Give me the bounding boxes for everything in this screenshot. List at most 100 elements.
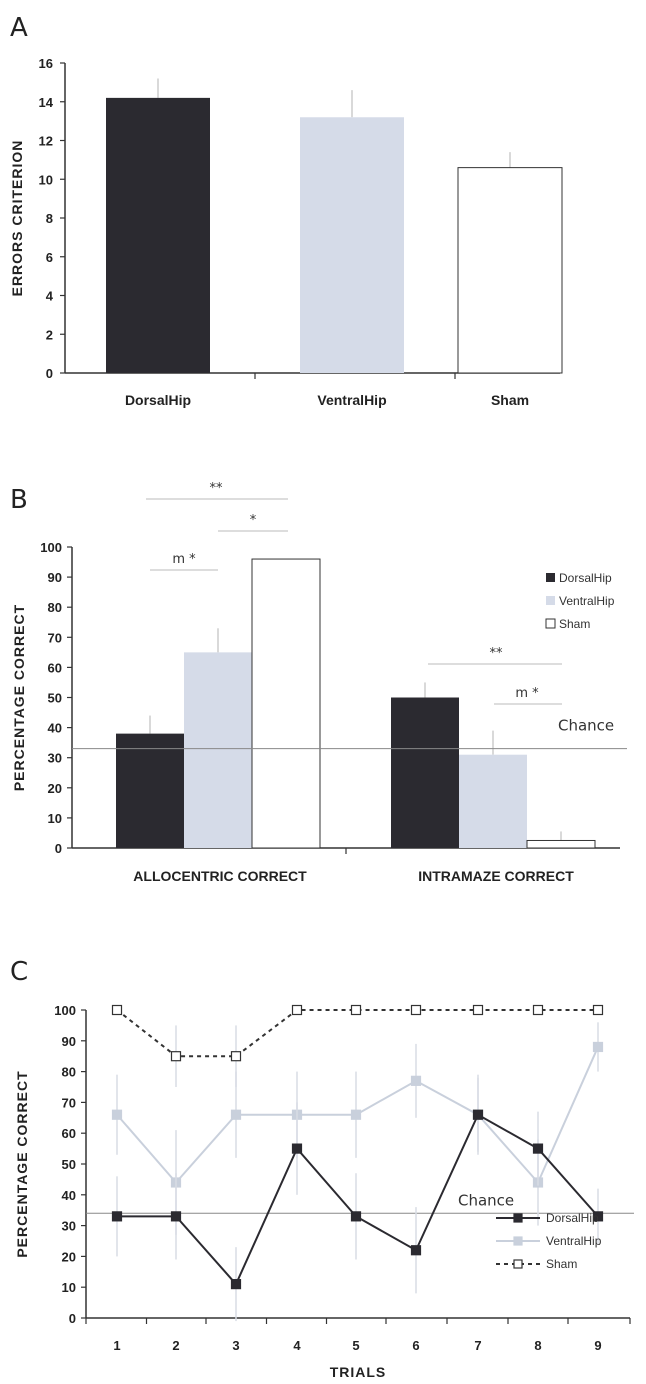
point-sham — [170, 1051, 182, 1062]
legend-marker-sham — [513, 1259, 523, 1269]
series-line-sham — [116, 1009, 598, 1058]
x-tick-label: DorsalHip — [125, 392, 191, 408]
y-tick-label: 30 — [62, 1219, 76, 1234]
chart-a: 0 2 4 6 8 10 12 14 16 DorsalHip VentralHip Sham ERRO… — [9, 56, 563, 408]
chance-label: Chance — [558, 717, 614, 735]
point-ventralhip — [592, 1041, 604, 1053]
y-tick-label: 60 — [62, 1126, 76, 1141]
point-sham — [111, 1004, 123, 1016]
point-sham — [410, 1004, 422, 1016]
x-tick-label: 8 — [534, 1338, 541, 1353]
point-ventralhip — [111, 1109, 123, 1120]
point-ventralhip — [350, 1109, 362, 1120]
x-tick-label: 2 — [172, 1338, 179, 1353]
legend-label: VentralHip — [559, 594, 615, 608]
legend-marker-ventralhip — [513, 1236, 523, 1246]
significance-label: ** — [210, 481, 224, 496]
x-tick-label: 9 — [594, 1338, 601, 1353]
bar-dorsalhip — [116, 733, 184, 848]
y-tick-label: 100 — [40, 540, 62, 555]
significance-label: * — [250, 513, 257, 528]
bar-sham — [251, 558, 321, 849]
point-dorsalhip — [410, 1245, 422, 1256]
y-tick-label: 14 — [39, 95, 54, 110]
chance-label: Chance — [458, 1191, 514, 1209]
point-dorsalhip — [472, 1109, 484, 1120]
legend-label: DorsalHip — [559, 571, 612, 585]
y-tick-label: 40 — [62, 1188, 76, 1203]
y-tick-label: 10 — [39, 172, 53, 187]
y-tick-label: 50 — [48, 691, 62, 706]
x-tick-label: 6 — [412, 1338, 419, 1353]
legend-marker-dorsalhip — [513, 1213, 523, 1223]
y-tick-label: 16 — [39, 56, 53, 71]
point-sham — [350, 1004, 362, 1016]
x-tick-label: 5 — [352, 1338, 359, 1353]
point-sham — [291, 1004, 303, 1016]
chart-c: 0 10 20 30 40 50 60 70 80 90 100 1 2 3 4 5 6 7 8 9 Chance Dor… — [14, 1003, 634, 1380]
bar-ventralhip — [300, 117, 404, 373]
y-tick-label: 100 — [54, 1003, 76, 1018]
y-tick-label: 4 — [46, 289, 54, 304]
point-sham — [532, 1004, 544, 1016]
point-dorsalhip — [532, 1143, 544, 1154]
y-tick-label: 10 — [62, 1280, 76, 1295]
bar-dorsalhip — [391, 697, 459, 848]
legend-swatch-dorsalhip — [546, 573, 555, 582]
y-axis-label: PERCENTAGE CORRECT — [11, 604, 27, 791]
y-tick-label: 20 — [48, 781, 62, 796]
legend-label: VentralHip — [546, 1234, 602, 1248]
series-line-dorsalhip — [117, 1113, 599, 1286]
y-axis-label: PERCENTAGE CORRECT — [14, 1070, 30, 1257]
point-dorsalhip — [230, 1279, 242, 1290]
y-tick-label: 0 — [69, 1311, 76, 1326]
point-dorsalhip — [111, 1211, 123, 1222]
y-tick-label: 6 — [46, 250, 53, 265]
bar-ventralhip — [184, 652, 252, 848]
x-tick-label: 7 — [474, 1338, 481, 1353]
y-tick-label: 0 — [55, 841, 62, 856]
significance-label: m * — [515, 686, 539, 701]
y-tick-label: 0 — [46, 366, 53, 381]
y-tick-label: 60 — [48, 660, 62, 675]
y-tick-label: 90 — [48, 570, 62, 585]
legend-label: DorsalHip — [546, 1211, 599, 1225]
y-tick-label: 80 — [48, 600, 62, 615]
x-axis-label: TRIALS — [330, 1364, 387, 1380]
point-ventralhip — [410, 1075, 422, 1086]
panel-letter-b: B — [10, 485, 28, 515]
y-tick-label: 70 — [48, 630, 62, 645]
bar-ventralhip — [459, 754, 527, 848]
x-tick-label: 4 — [293, 1338, 301, 1353]
point-sham — [230, 1051, 242, 1062]
y-tick-label: 80 — [62, 1065, 76, 1080]
x-tick-label: Sham — [491, 392, 529, 408]
point-dorsalhip — [170, 1211, 182, 1222]
significance-label: m * — [172, 552, 196, 567]
bar-sham — [457, 167, 563, 374]
chart-b: 0 10 20 30 40 50 60 70 80 90 100 ALLOCENTRIC CORREC… — [11, 481, 627, 884]
x-tick-label: 1 — [113, 1338, 120, 1353]
y-tick-label: 40 — [48, 721, 62, 736]
x-tick-label: ALLOCENTRIC CORRECT — [133, 868, 307, 884]
point-dorsalhip — [592, 1211, 604, 1222]
legend-swatch-ventralhip — [546, 596, 555, 605]
point-dorsalhip — [291, 1143, 303, 1154]
legend-swatch-sham — [545, 618, 556, 629]
legend-label: Sham — [546, 1257, 577, 1271]
point-ventralhip — [230, 1109, 242, 1120]
x-tick-label: VentralHip — [317, 392, 386, 408]
x-tick-label: 3 — [232, 1338, 239, 1353]
panel-letter-a: A — [10, 13, 28, 43]
significance-label: ** — [490, 646, 504, 661]
panel-letter-c: C — [10, 957, 28, 987]
x-tick-label: INTRAMAZE CORRECT — [418, 868, 574, 884]
y-tick-label: 20 — [62, 1249, 76, 1264]
point-dorsalhip — [350, 1211, 362, 1222]
point-sham — [472, 1004, 484, 1016]
y-tick-label: 8 — [46, 211, 53, 226]
bar-sham — [526, 839, 596, 849]
y-tick-label: 30 — [48, 751, 62, 766]
y-tick-label: 90 — [62, 1034, 76, 1049]
